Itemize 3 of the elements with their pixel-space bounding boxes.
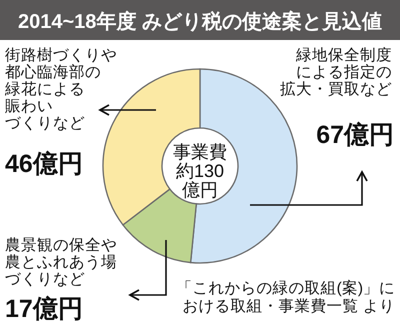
annotation: 事業費約130億円 (173, 142, 227, 200)
title: 2014~18年度 みどり税の使途案と見込値 (18, 11, 382, 33)
annotation: 「これからの緑の取組(案)」における取組・事業費一覧 より (176, 280, 395, 315)
